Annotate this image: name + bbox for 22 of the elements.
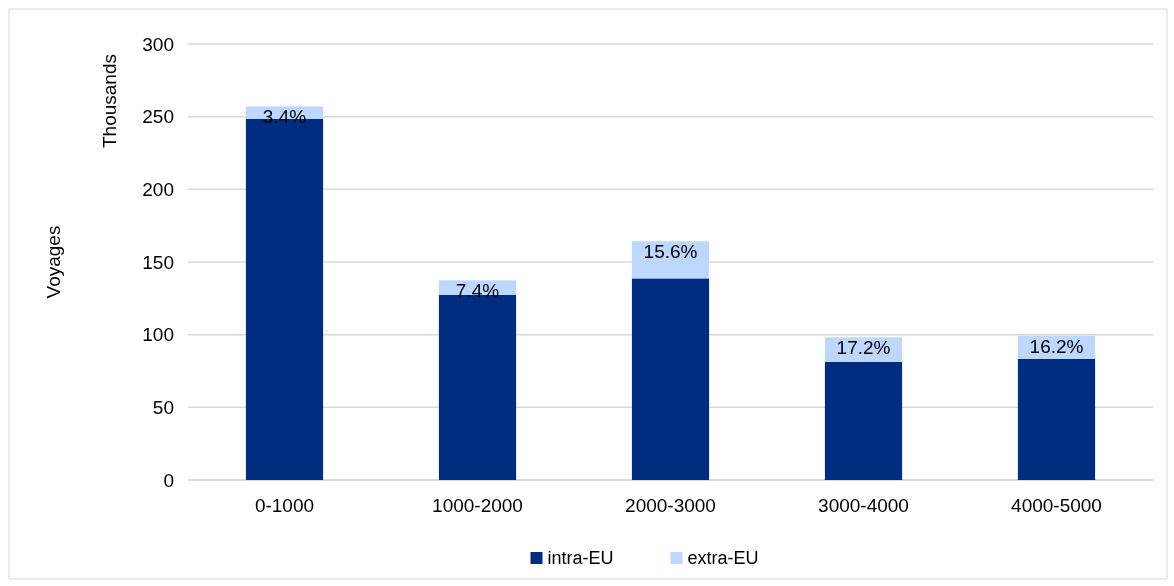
legend-label: extra-EU: [687, 548, 759, 569]
x-tick-label: 2000-3000: [625, 495, 716, 516]
x-tick-label: 4000-5000: [1011, 495, 1102, 516]
legend-label: intra-EU: [547, 548, 614, 569]
x-tick-label: 0-1000: [254, 495, 315, 516]
bar: [824, 361, 903, 480]
y-tick-label: 300: [142, 33, 174, 55]
y-tick-label: 100: [142, 324, 174, 346]
annotation: 15.6%: [643, 241, 698, 263]
y-tick-label: 50: [152, 396, 174, 418]
y-tick-label: 150: [142, 251, 174, 273]
bar: [631, 278, 710, 480]
bar: [1017, 358, 1096, 480]
y-axis-title: Voyages: [43, 225, 64, 299]
y-tick-label: 250: [142, 106, 174, 128]
annotation: 17.2%: [836, 337, 891, 359]
text: Thousands: [99, 54, 120, 149]
annotation: 16.2%: [1029, 335, 1084, 357]
y-tick-label: 200: [142, 178, 174, 200]
x-tick-label: 3000-4000: [818, 495, 909, 516]
x-tick-label: 1000-2000: [432, 495, 523, 516]
y-tick-label: 0: [163, 469, 174, 491]
